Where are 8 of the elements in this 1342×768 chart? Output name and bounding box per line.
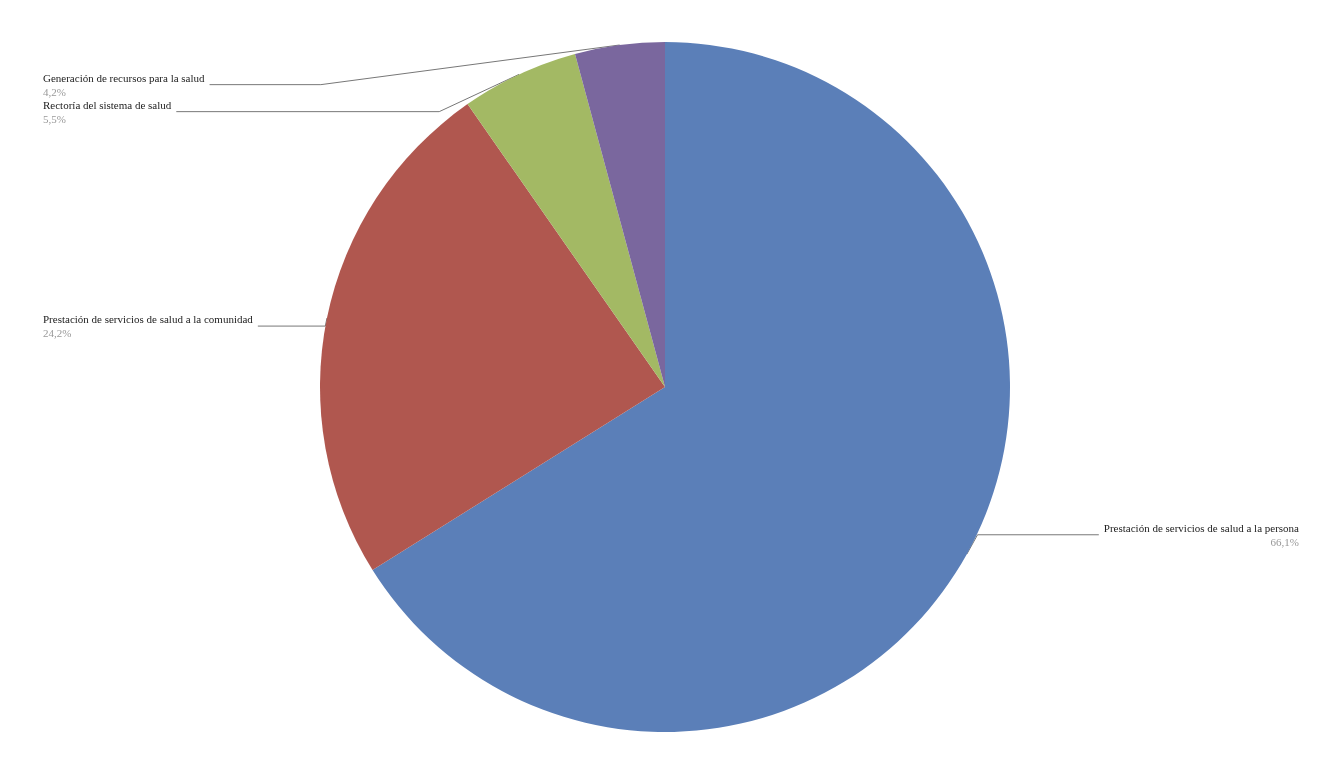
slice-label: Prestación de servicios de salud a la persona [1103,521,1300,534]
slice-label: Generación de recursos para la salud [43,71,206,84]
data-label: 24,2% [43,327,72,340]
slice-label: Rectoría del sistema de salud [43,98,172,111]
data-label: 5,5% [43,112,66,125]
slice-label: Prestación de servicios de salud a la comunidad [43,313,254,326]
data-label: 4,2% [43,85,66,98]
data-label: 66,1% [1270,535,1299,548]
